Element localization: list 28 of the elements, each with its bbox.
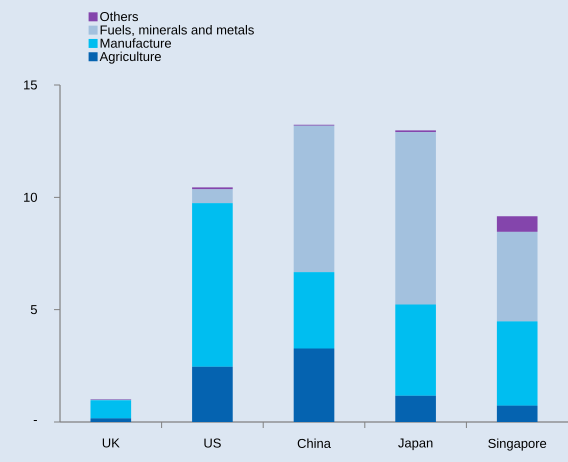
x-tick-label: Singapore (488, 438, 546, 451)
x-tick-label: UK (102, 438, 120, 448)
bar (496, 216, 538, 232)
bar (395, 396, 436, 422)
bar (192, 366, 233, 422)
bar (192, 203, 233, 367)
y-tick-label: 15 (24, 80, 37, 90)
bar (395, 132, 436, 304)
x-tick-label: US (204, 438, 221, 448)
legend-label: Others (100, 12, 138, 22)
bar (294, 272, 334, 349)
x-tick-label: Japan (398, 438, 432, 450)
y-tick-label: 10 (24, 192, 37, 202)
bar (294, 348, 334, 422)
bar (395, 304, 436, 396)
bar (294, 126, 334, 272)
bar (496, 232, 538, 322)
bar (192, 189, 233, 204)
bar (90, 418, 132, 422)
bar (496, 321, 538, 406)
y-tick-label: 5 (30, 305, 37, 314)
legend-label: Fuels, minerals and metals (100, 24, 254, 36)
bar (90, 400, 132, 418)
bar (496, 406, 538, 422)
legend-label: Manufacture (100, 38, 171, 48)
y-tick-label: - (34, 420, 37, 422)
legend-label: Agriculture (100, 52, 161, 64)
x-tick-label: China (298, 438, 331, 448)
